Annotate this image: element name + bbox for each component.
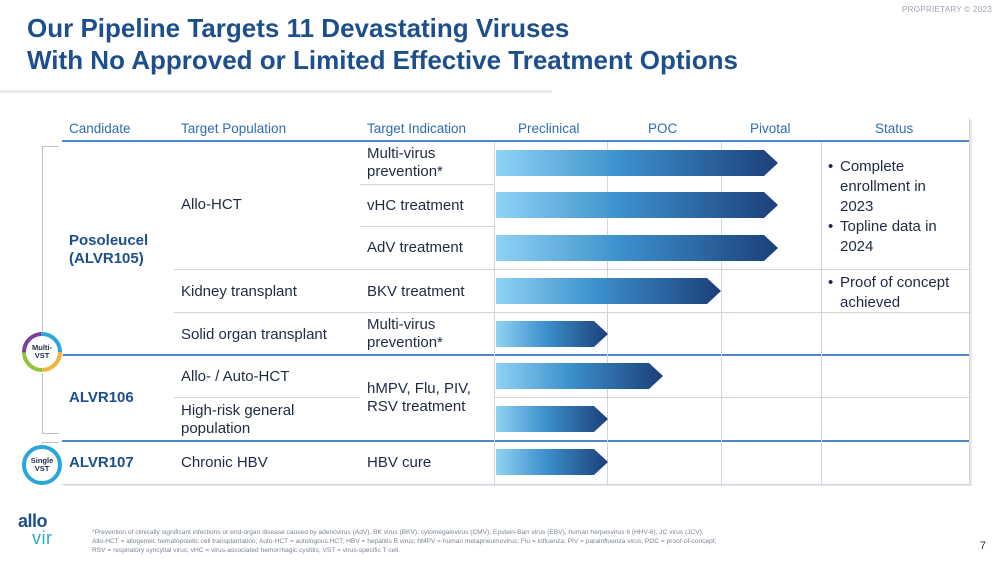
title-line-2: With No Approved or Limited Effective Tr… — [27, 45, 738, 75]
col-divider-poc — [607, 142, 608, 484]
population-kidney: Kidney transplant — [181, 283, 297, 300]
header-candidate: Candidate — [69, 121, 131, 136]
indication-multi-virus-1-line-2: prevention* — [367, 163, 443, 180]
status-enrollment-line-3: 2023 — [840, 198, 874, 215]
indication-vhc: vHC treatment — [367, 197, 464, 214]
candidate-alvr107: ALVR107 — [69, 454, 134, 471]
status-enrollment-line-1: Complete — [840, 158, 905, 175]
indication-bkv: BKV treatment — [367, 283, 465, 300]
candidate-alvr106: ALVR106 — [69, 389, 134, 406]
logo-line-2: vir — [32, 528, 53, 548]
progress-arrow-vhc — [496, 192, 778, 218]
page-title: Our Pipeline Targets 11 Devastating Viru… — [27, 12, 738, 76]
status-item-enrollment: Complete enrollment in 2023 — [828, 157, 968, 217]
indication-multi-virus-1-line-1: Multi-virus — [367, 145, 436, 162]
multi-vst-label: Multi- VST — [32, 344, 52, 360]
table-right-edge — [969, 118, 970, 484]
population-high-risk-line-1: High-risk general — [181, 402, 295, 419]
population-allo-hct: Allo-HCT — [181, 196, 242, 213]
indication-hmpv: hMPV, Flu, PIV, RSV treatment — [367, 380, 471, 416]
row-line-3 — [174, 269, 970, 270]
header-pivotal: Pivotal — [750, 121, 791, 136]
col-divider-status — [821, 142, 822, 484]
status-enrollment-line-2: enrollment in — [840, 178, 926, 195]
progress-arrow-hbv — [496, 449, 608, 475]
group-rule-1 — [62, 354, 970, 356]
title-divider — [0, 90, 552, 93]
single-vst-ring-icon — [22, 445, 62, 485]
single-vst-label: Single VST — [31, 457, 54, 473]
population-high-risk: High-risk general population — [181, 402, 294, 438]
multi-vst-ring-icon — [22, 332, 62, 372]
candidate-posoleucel-code: (ALVR105) — [69, 250, 144, 267]
single-vst-line-2: VST — [34, 464, 50, 473]
indication-multi-virus-2-line-1: Multi-virus — [367, 316, 436, 333]
header-status: Status — [875, 121, 914, 136]
candidate-posoleucel-name: Posoleucel — [69, 232, 149, 249]
single-vst-badge: Single VST — [21, 444, 63, 486]
group-rule-2 — [62, 440, 970, 442]
progress-arrow-allo-auto — [496, 363, 663, 389]
indication-multi-virus-2: Multi-virus prevention* — [367, 316, 443, 352]
row-line-6 — [494, 397, 970, 398]
status-bkv: Proof of concept achieved — [828, 273, 968, 313]
status-posoleucel: Complete enrollment in 2023 Topline data… — [828, 157, 968, 257]
multi-vst-badge: Multi- VST — [21, 331, 63, 373]
progress-arrow-bkv — [496, 278, 721, 304]
progress-arrow-adv — [496, 235, 778, 261]
indication-hmpv-line-2: RSV treatment — [367, 398, 466, 415]
status-topline-line-2: 2024 — [840, 238, 874, 255]
indication-hbv: HBV cure — [367, 454, 432, 471]
header-target-indication: Target Indication — [367, 121, 467, 136]
indication-adv: AdV treatment — [367, 239, 463, 256]
title-line-1: Our Pipeline Targets 11 Devastating Viru… — [27, 13, 570, 43]
footnote-line-1: *Prevention of clinically significant in… — [92, 529, 704, 536]
population-chronic-hbv: Chronic HBV — [181, 454, 268, 471]
footnote-line-2: Allo-HCT = allogeneic hematopoietic cell… — [92, 538, 717, 545]
header-preclinical: Preclinical — [518, 121, 580, 136]
single-vst-line-1: Single — [30, 456, 54, 465]
status-poc-line-1: Proof of concept — [840, 274, 950, 291]
row-line-5 — [174, 397, 360, 398]
population-solid-organ: Solid organ transplant — [181, 326, 327, 343]
indication-multi-virus-1: Multi-virus prevention* — [367, 145, 443, 181]
multi-vst-bracket — [42, 146, 59, 434]
header-rule — [62, 140, 970, 142]
row-line-1 — [360, 184, 494, 185]
candidate-posoleucel: Posoleucel (ALVR105) — [69, 232, 148, 268]
footnote-line-3: RSV = respiratory syncytial virus; vHC =… — [92, 547, 400, 554]
header-poc: POC — [648, 121, 678, 136]
multi-vst-line-2: VST — [34, 351, 50, 360]
status-item-topline: Topline data in 2024 — [828, 217, 968, 257]
logo-line-1: allo — [18, 511, 48, 531]
status-topline-line-1: Topline data in — [840, 218, 937, 235]
footnote: *Prevention of clinically significant in… — [92, 528, 912, 555]
multi-vst-line-1: Multi- — [32, 343, 52, 352]
status-item-poc: Proof of concept achieved — [828, 273, 968, 313]
table-bottom — [62, 484, 970, 485]
population-allo-auto: Allo- / Auto-HCT — [181, 368, 290, 385]
indication-hmpv-line-1: hMPV, Flu, PIV, — [367, 380, 471, 397]
status-poc-line-2: achieved — [840, 294, 901, 311]
proprietary-label: PROPRIETARY © 2023 — [902, 5, 992, 14]
indication-multi-virus-2-line-2: prevention* — [367, 334, 443, 351]
col-divider-preclinical — [494, 142, 495, 484]
row-line-2 — [360, 226, 494, 227]
header-target-population: Target Population — [181, 121, 287, 136]
allovir-logo: allo vir — [18, 512, 62, 552]
progress-arrow-multi-virus-1 — [496, 150, 778, 176]
population-high-risk-line-2: population — [181, 420, 251, 437]
page-number: 7 — [979, 540, 986, 552]
progress-arrow-high-risk — [496, 406, 608, 432]
progress-arrow-multi-virus-2 — [496, 321, 608, 347]
row-line-4 — [174, 312, 970, 313]
col-divider-pivotal — [721, 142, 722, 484]
